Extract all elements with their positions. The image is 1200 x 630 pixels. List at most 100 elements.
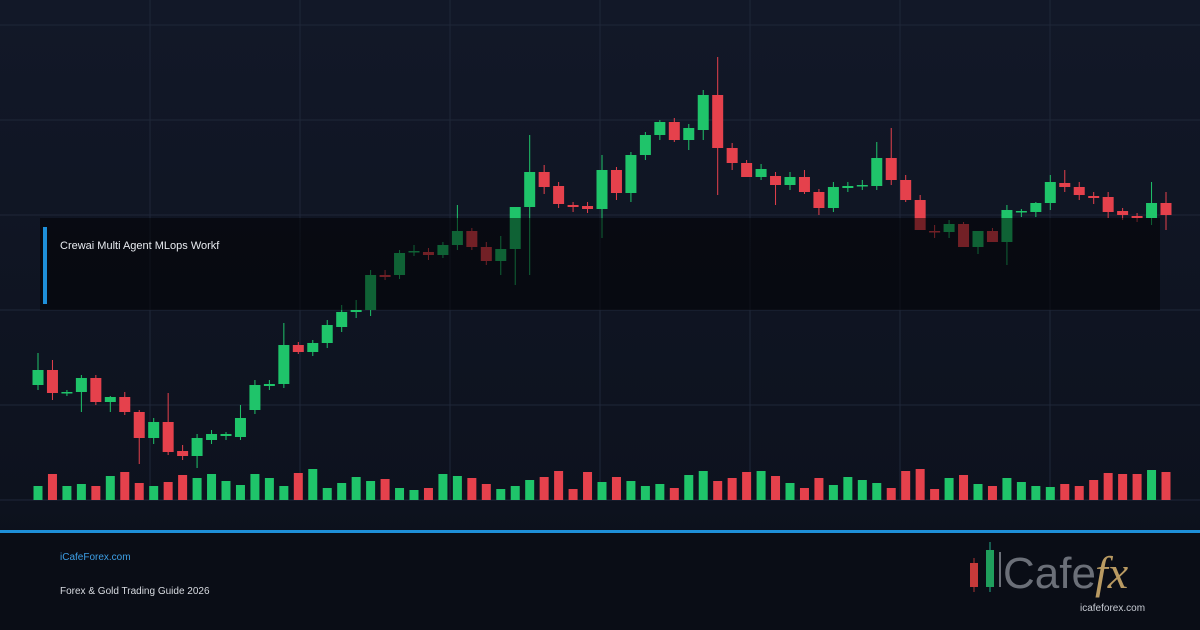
volume-bar (1060, 484, 1070, 500)
candle-body (567, 205, 579, 207)
candle-body (683, 128, 695, 140)
volume-bar (669, 488, 679, 500)
volume-bar (959, 475, 969, 500)
volume-bar (1103, 473, 1113, 500)
volume-bar (322, 488, 332, 500)
candle-body (553, 186, 565, 204)
volume-bar (539, 477, 549, 500)
candle-body (639, 135, 651, 155)
candle-body (712, 95, 724, 148)
candle-body (263, 384, 275, 386)
volume-bar (973, 484, 983, 500)
volume-bar (1074, 486, 1084, 500)
candle-body (770, 176, 782, 185)
candle-body (596, 170, 608, 209)
volume-bar (828, 485, 838, 500)
candle-body (1088, 196, 1100, 198)
candle-body (119, 397, 131, 412)
volume-bar (944, 478, 954, 500)
candle-body (1059, 183, 1071, 187)
volume-bar (901, 471, 911, 500)
volume-bar (250, 474, 260, 500)
candle-body (900, 180, 912, 200)
candle-body (177, 451, 189, 456)
volume-bar (33, 486, 43, 500)
candle-body (104, 397, 116, 402)
volume-bar (264, 478, 274, 500)
volume-bar (597, 482, 607, 500)
volume-bar (799, 488, 809, 500)
volume-bar (120, 472, 130, 500)
candle-body (668, 122, 680, 140)
volume-bar (930, 489, 940, 500)
candle-body (798, 177, 810, 192)
candle-body (755, 169, 767, 177)
volume-bar (1031, 486, 1041, 500)
volume-bar (351, 477, 361, 500)
candle-body (1073, 187, 1085, 195)
logo-url: icafeforex.com (1080, 603, 1145, 614)
volume-bar (785, 483, 795, 500)
volume-bar (814, 478, 824, 500)
volume-bar (293, 473, 303, 500)
volume-bar (496, 489, 506, 500)
candle-body (1102, 197, 1114, 212)
candle-body (914, 200, 926, 230)
candle-body (46, 370, 58, 393)
candle-body (1117, 211, 1129, 215)
candle-body (827, 187, 839, 208)
volume-bar (742, 472, 752, 500)
volume-bar (886, 488, 896, 500)
volume-bar (423, 488, 433, 500)
divider (0, 530, 1200, 533)
volume-bar (395, 488, 405, 500)
candle-body (610, 170, 622, 193)
volume-bar (1002, 478, 1012, 500)
volume-bar (221, 481, 231, 500)
volume-bar (163, 482, 173, 500)
footer-site: iCafeForex.com (60, 552, 131, 563)
candle-body (75, 378, 87, 392)
logo-brand: Cafe (1003, 549, 1096, 598)
volume-bar (640, 486, 650, 500)
candle-body (307, 343, 319, 352)
candle-body (741, 163, 753, 177)
candle-body (234, 418, 246, 437)
volume-bar (568, 489, 578, 500)
volume-bar (1161, 472, 1171, 500)
candle-body (220, 434, 232, 436)
candle-body (582, 206, 594, 209)
accent-bar (43, 227, 47, 304)
volume-bar (207, 474, 217, 500)
candle-body (133, 412, 145, 438)
volume-bar (134, 483, 144, 500)
volume-bar (510, 486, 520, 500)
volume-bar (554, 471, 564, 500)
volume-bar (583, 472, 593, 500)
volume-bar (1045, 487, 1055, 500)
volume-bar (1118, 474, 1128, 500)
candle-body (206, 434, 218, 440)
volume-bar (525, 480, 535, 500)
volume-bar (1089, 480, 1099, 500)
candle-body (249, 385, 261, 410)
candle-body (191, 438, 203, 456)
candle-body (321, 325, 333, 343)
candle-body (654, 122, 666, 135)
candle-body (697, 95, 709, 130)
volume-bar (105, 476, 115, 500)
volume-bar (611, 477, 621, 500)
candle-body (813, 192, 825, 208)
volume-bar (337, 483, 347, 500)
volume-bar (771, 476, 781, 500)
candle-body (1131, 216, 1143, 218)
panel-title: Crewai Multi Agent MLops Workf (60, 240, 220, 252)
volume-bar (62, 486, 72, 500)
candle-body (524, 172, 536, 207)
candle-body (148, 422, 160, 438)
volume-bar (366, 481, 376, 500)
candle-body (1030, 203, 1042, 212)
candle-body (336, 312, 348, 327)
